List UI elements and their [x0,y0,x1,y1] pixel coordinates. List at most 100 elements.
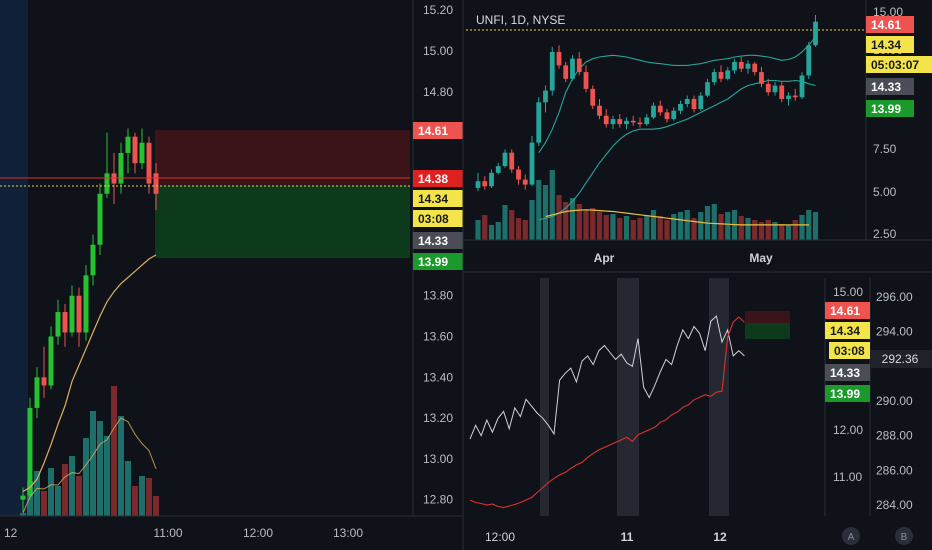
daily-target-tag-label: 13.99 [871,102,901,116]
daily-candle-body [516,169,521,180]
intraday-volume-bar [76,476,82,516]
daily-volume-bar [765,220,771,240]
intraday-grey-tag-label: 14.33 [418,234,448,248]
compare-time-tick: 11 [621,530,634,544]
badge-a[interactable] [842,527,860,545]
intraday-price-tick: 15.20 [423,3,453,17]
intraday-volume-bar [139,476,145,516]
daily-volume-bar [718,214,724,240]
daily-volume-bar [617,218,623,240]
compare-index-tick: 290.00 [876,394,913,408]
daily-volume-bar [691,218,697,240]
daily-candle-body [563,65,569,79]
volume-average-line [22,417,157,514]
intraday-candle-body [104,173,110,194]
compare-stop-zone [745,311,790,323]
intraday-volume-bar [111,386,117,516]
daily-chart-title: UNFI, 1D, NYSE [476,13,565,27]
daily-volume-bar [745,218,751,240]
intraday-volume-bar [97,421,103,516]
daily-grey-tag-label: 14.33 [871,80,901,94]
daily-candle-body [644,117,650,125]
compare-price-tick: 11.00 [833,470,862,484]
daily-timer-tag-label: 05:03:07 [871,58,919,72]
compare-time-axis[interactable]: 12:00 11 12 [485,530,727,544]
daily-volume-bar [779,224,785,240]
compare-price-tick: 15.00 [833,285,863,299]
daily-candles [475,15,818,192]
daily-volume-bar [664,220,670,240]
intraday-time-tick: 12 [4,526,18,540]
compare-index-axis[interactable]: 296.00 294.00 290.00 288.00 286.00 284.00 [876,290,913,512]
compare-price-axis[interactable]: 15.00 12.00 11.00 [833,285,863,484]
intraday-price-tick: 13.60 [423,330,453,344]
badge-b[interactable] [895,527,913,545]
daily-volume-bar [657,216,663,240]
daily-candle-body [536,102,542,143]
premarket-shade [0,0,28,516]
daily-price-tick: 5.00 [873,185,897,199]
intraday-candle-body [20,495,26,500]
daily-candle-body [657,105,663,113]
compare-index-tick: 294.00 [876,325,913,339]
intraday-volume-bar [90,411,96,516]
daily-candle-body [529,142,535,185]
compare-target-tag [825,385,870,402]
daily-candle-body [759,72,764,84]
daily-volume-bar [637,218,643,240]
compare-index-tick: 296.00 [876,290,913,304]
daily-candle-body [570,58,575,79]
intraday-candles [20,128,159,512]
session-shade-1 [540,278,549,516]
intraday-price-tick: 13.00 [423,452,453,466]
intraday-panel[interactable]: 15.20 15.00 14.80 13.80 13.60 13.40 13.20 13.00… [0,0,463,540]
intraday-volume-bar [62,464,68,516]
intraday-candle-body [34,377,40,408]
compare-price-tick: 12.00 [833,423,863,437]
intraday-candle-body [55,312,61,337]
intraday-price-axis[interactable]: 15.20 15.00 14.80 13.80 13.60 13.40 13.20 13.00… [423,3,453,506]
intraday-volume-bar [83,438,89,516]
daily-time-axis[interactable]: Apr May [594,251,773,265]
daily-candle-body [691,98,697,110]
comparison-panel[interactable]: 15.00 12.00 11.00 296.00 294.00 290.00 288.00… [469,278,932,545]
daily-candle-body [813,21,818,46]
intraday-volume-bar [132,486,138,516]
daily-candle-body [732,62,737,71]
compare-target-tag-label: 13.99 [830,387,860,401]
intraday-volume-bar [20,513,26,516]
daily-volume-bar [482,215,488,240]
daily-volume-bar [792,220,798,240]
upper-band-line [538,36,816,154]
daily-volume-bar [603,215,609,240]
daily-volume-bar [677,212,684,240]
intraday-candle-body [69,295,75,333]
intraday-price-tick: 13.20 [423,411,453,425]
intraday-candle-body [153,173,159,194]
compare-grey-tag-label: 14.33 [830,366,860,380]
intraday-candle-body [76,295,82,333]
daily-panel[interactable]: UNFI, 1D, NYSE 15.0010.007.505.002.50 Ap… [462,0,932,550]
daily-volume-bar [495,222,501,240]
compare-target-zone [745,323,790,339]
intraday-candle-body [41,377,47,386]
daily-candle-body [651,105,656,118]
index-value-tag [870,350,932,368]
daily-volume-bar [623,216,630,240]
compare-price-tags: 14.61 14.34 03:08 14.33 13.99 [825,302,870,402]
intraday-time-axis[interactable]: 12 11:00 12:00 13:00 [4,526,363,540]
intraday-last-tag [413,170,463,187]
daily-candle-body [698,95,704,110]
intraday-price-tick: 12.80 [423,493,453,507]
daily-candle-body [664,112,670,120]
daily-candle-body [637,122,643,125]
daily-volume-bar [644,215,650,240]
daily-price-axis[interactable]: 15.0010.007.505.002.50 [873,5,903,241]
intraday-volume-bar [69,456,75,516]
session-shade-2 [617,278,639,516]
intraday-volume-bar [48,468,54,516]
daily-volume-bar [488,225,495,240]
intraday-candle-body [125,136,131,153]
compare-timer-tag-label: 03:08 [834,344,865,358]
intraday-volume-bar [41,491,47,516]
